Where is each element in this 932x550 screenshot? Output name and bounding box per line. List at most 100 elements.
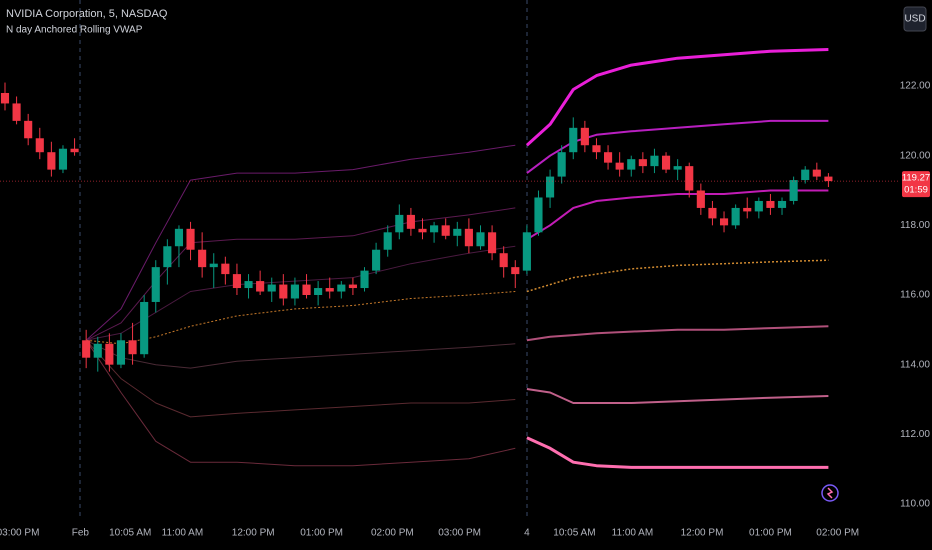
candle-body [719,218,729,226]
candle-body [163,246,172,268]
y-tick-label: 116.00 [900,290,930,301]
candle-body [24,120,33,139]
candle-body [70,148,79,153]
x-tick-label: Feb [72,528,90,539]
band-line [526,189,829,241]
candle-body [302,284,311,296]
candle-body [569,127,578,153]
currency-button[interactable] [903,6,927,32]
candle-body [546,176,555,198]
y-tick-label: 112.00 [900,429,930,440]
candle-body [290,284,299,299]
currency-label[interactable]: USD [904,14,925,25]
candle-body [221,263,230,275]
candle-body [464,228,473,247]
band-line [526,259,829,293]
candle-body [395,214,404,233]
candle-body [453,228,462,236]
candle-body [360,270,369,289]
candle-body [743,207,752,212]
candle-body [615,162,624,170]
candle-body [511,267,520,275]
candle-body [47,152,56,170]
x-tick-label: 02:00 PM [816,528,859,539]
y-tick-label: 110.00 [900,499,930,510]
candle-body [348,284,357,289]
band-line [86,245,516,341]
candle-body [244,281,253,289]
candle-body [418,228,427,233]
candle-body [661,155,671,170]
logo [821,484,839,502]
candle-body [105,343,114,365]
last-price-label: 119.27 [902,173,930,184]
x-tick-label: 11:00 AM [162,528,204,539]
x-tick-label: 10:05 AM [553,528,595,539]
logo-ring [821,484,839,502]
band-line [85,339,516,369]
band-line [85,340,516,467]
countdown-label: 01:59 [904,185,928,196]
candle-body [279,284,288,299]
candle-body [557,152,566,177]
candle-body [488,232,497,254]
candle-body [58,148,68,170]
candle-body [337,284,346,292]
x-tick-label: 11:00 AM [612,528,654,539]
band-line [526,436,829,469]
candle-body [766,200,775,208]
band-line [526,119,829,174]
candle-body [708,207,717,219]
last-price-badge [902,171,930,198]
candle-body [604,152,613,163]
candle-body [627,159,636,170]
candle-body [372,249,381,271]
candle-body [128,340,137,355]
y-tick-label: 114.00 [900,359,930,370]
x-tick-label: 12:00 PM [232,528,275,539]
candle-body [186,228,195,250]
candle-body [673,166,682,170]
candle-body [93,343,102,358]
x-tick-label: 01:00 PM [300,528,343,539]
candle-body [580,127,589,146]
candle-body [789,180,798,201]
band-line [526,325,829,342]
candle-body [499,253,508,268]
candle-body [140,301,149,355]
candle-body [777,200,787,208]
candle-body [174,228,184,247]
band-line [85,207,516,341]
band-line [85,339,516,418]
candle-body [801,169,810,181]
x-tick-label: 4 [524,528,530,539]
candle-body [522,232,531,271]
candle-body [0,92,10,104]
candle-body [696,190,705,208]
logo-mark [826,487,834,499]
candle-body [256,281,265,292]
chart-title: NVIDIA Corporation, 5, NASDAQ [6,8,168,20]
candle-body [430,225,439,233]
candle-body [731,207,740,226]
candle-body [198,249,207,268]
y-tick-label: 120.00 [900,150,931,161]
indicator-name: N day Anchored Rolling VWAP [6,25,143,36]
x-tick-label: 03:00 PM [0,528,39,539]
band-line [526,388,829,404]
candle-body [325,288,334,292]
candle-body [754,200,763,212]
candle-body [383,232,392,250]
candle-body [534,197,543,233]
candle-body [116,340,126,365]
candle-body [824,176,833,182]
candle-body [35,138,44,153]
candle-body [82,340,91,358]
x-tick-label: 10:05 AM [109,528,151,539]
x-tick-label: 02:00 PM [371,528,414,539]
candle-body [638,159,647,167]
band-line [85,144,516,341]
candle-body [232,274,241,289]
